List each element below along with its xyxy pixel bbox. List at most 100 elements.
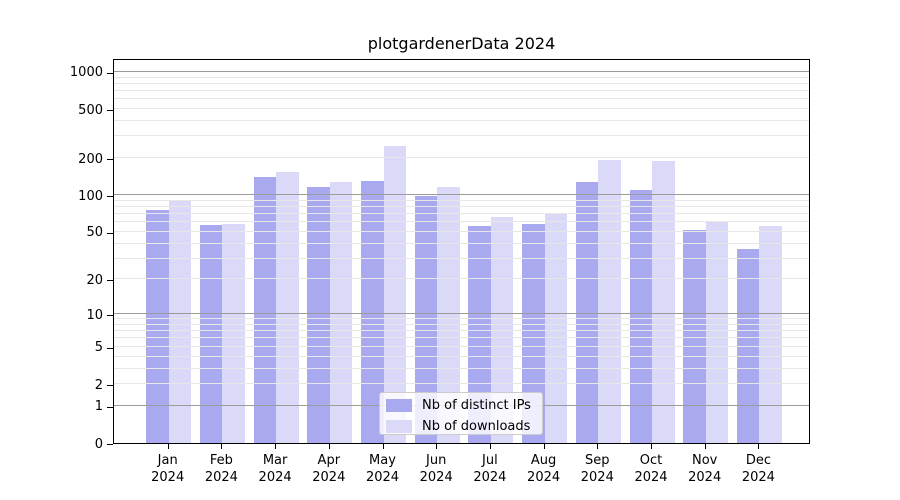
y-tick-label-50: 50 [86, 225, 103, 241]
y-tick-label-0: 0 [94, 436, 103, 452]
x-label-year-sep: 2024 [580, 470, 614, 485]
minor-gridline-2 [114, 383, 809, 384]
x-tick-mar [275, 444, 277, 449]
x-label-month-oct: Oct [639, 453, 663, 468]
y-tick-1 [107, 406, 113, 408]
bar-downloads-mar [276, 171, 299, 443]
y-tick-label-1000: 1000 [69, 65, 103, 81]
x-tick-dec [758, 444, 760, 449]
minor-gridline-200 [114, 157, 809, 159]
minor-gridline-500 [114, 108, 809, 109]
x-tick-label-nov: Nov 2024 [673, 452, 737, 486]
x-label-year-oct: 2024 [634, 470, 668, 485]
minor-gridline-50 [114, 230, 809, 232]
minor-gridline-5 [114, 345, 809, 347]
x-tick-label-jul: Jul 2024 [458, 452, 522, 486]
minor-gridline-70 [114, 213, 809, 214]
x-label-year-nov: 2024 [688, 470, 722, 485]
y-tick-label-20: 20 [86, 272, 103, 288]
x-label-year-aug: 2024 [527, 470, 561, 485]
minor-gridline-80 [114, 205, 809, 207]
chart-title: plotgardenerData 2024 [367, 34, 556, 53]
x-label-month-feb: Feb [209, 453, 233, 468]
y-tick-label-10: 10 [86, 307, 103, 323]
minor-gridline-700 [114, 89, 809, 91]
x-label-month-jul: Jul [482, 453, 498, 468]
bar-downloads-apr [329, 182, 353, 443]
minor-gridline-4 [114, 355, 809, 357]
x-label-year-jan: 2024 [151, 470, 185, 485]
x-tick-label-dec: Dec 2024 [726, 452, 790, 486]
x-label-month-nov: Nov [692, 453, 718, 468]
bar-downloads-may [383, 145, 406, 443]
minor-gridline-3 [114, 367, 809, 369]
legend-item-downloads: Nb of downloads [386, 418, 542, 435]
legend-swatch-downloads [386, 420, 412, 433]
major-gridline-10 [114, 313, 809, 315]
y-tick-1000 [107, 72, 113, 74]
x-tick-label-oct: Oct 2024 [619, 452, 683, 486]
bar-distinct-ips-sep [575, 181, 599, 443]
x-tick-jun [436, 444, 438, 449]
legend-label-downloads: Nb of downloads [422, 419, 531, 434]
bar-distinct-ips-may [361, 181, 384, 443]
y-tick-100 [107, 196, 113, 197]
legend-label-distinct-ips: Nb of distinct IPs [422, 398, 531, 413]
x-label-year-feb: 2024 [204, 470, 238, 485]
x-tick-label-may: May 2024 [351, 452, 415, 486]
y-tick-label-2: 2 [94, 377, 103, 393]
x-label-month-sep: Sep [585, 453, 610, 468]
y-tick-50 [107, 232, 113, 234]
y-tick-label-200: 200 [78, 151, 103, 167]
bar-downloads-aug [544, 214, 568, 443]
major-gridline-100 [114, 194, 809, 195]
x-label-month-dec: Dec [745, 453, 771, 468]
plot-area: Nb of distinct IPs Nb of downloads [113, 59, 810, 444]
x-tick-may [382, 444, 384, 449]
minor-gridline-300 [114, 135, 809, 137]
bar-distinct-ips-nov [683, 229, 706, 443]
x-label-year-jun: 2024 [419, 470, 453, 485]
x-label-year-mar: 2024 [258, 470, 292, 485]
x-label-month-apr: Apr [317, 453, 341, 468]
bar-downloads-jan [168, 200, 192, 443]
y-tick-20 [107, 280, 113, 282]
y-tick-label-500: 500 [78, 102, 103, 118]
legend-item-distinct-ips: Nb of distinct IPs [386, 397, 542, 414]
minor-gridline-7 [114, 330, 809, 332]
bar-downloads-dec [759, 225, 782, 443]
y-tick-200 [107, 159, 113, 161]
major-gridline-1000 [114, 70, 809, 72]
x-tick-label-jan: Jan 2024 [136, 452, 200, 486]
gridlines-layer [114, 60, 809, 443]
minor-gridline-90 [114, 199, 809, 201]
x-label-year-apr: 2024 [312, 470, 346, 485]
x-label-month-mar: Mar [262, 453, 288, 468]
x-tick-feb [221, 444, 223, 449]
x-label-month-aug: Aug [530, 453, 557, 468]
y-tick-5 [107, 347, 113, 349]
x-label-year-jul: 2024 [473, 470, 507, 485]
x-tick-jan [167, 444, 169, 449]
bars-layer [114, 60, 809, 443]
bar-downloads-nov [705, 221, 729, 443]
minor-gridline-60 [114, 221, 809, 223]
bar-distinct-ips-jan [146, 209, 169, 443]
minor-gridline-30 [114, 257, 809, 259]
bar-downloads-sep [598, 159, 621, 443]
minor-gridline-9 [114, 318, 809, 320]
y-tick-label-5: 5 [94, 340, 103, 356]
x-label-year-dec: 2024 [741, 470, 775, 485]
legend: Nb of distinct IPs Nb of downloads [379, 392, 543, 435]
y-tick-2 [107, 385, 113, 386]
bar-distinct-ips-jul [468, 225, 491, 443]
x-tick-sep [597, 444, 599, 449]
x-tick-label-mar: Mar 2024 [243, 452, 307, 486]
x-label-month-may: May [369, 453, 396, 468]
x-tick-label-jun: Jun 2024 [404, 452, 468, 486]
minor-gridline-400 [114, 120, 809, 121]
bar-distinct-ips-apr [307, 186, 330, 443]
minor-gridline-800 [114, 82, 809, 84]
minor-gridline-8 [114, 323, 809, 325]
